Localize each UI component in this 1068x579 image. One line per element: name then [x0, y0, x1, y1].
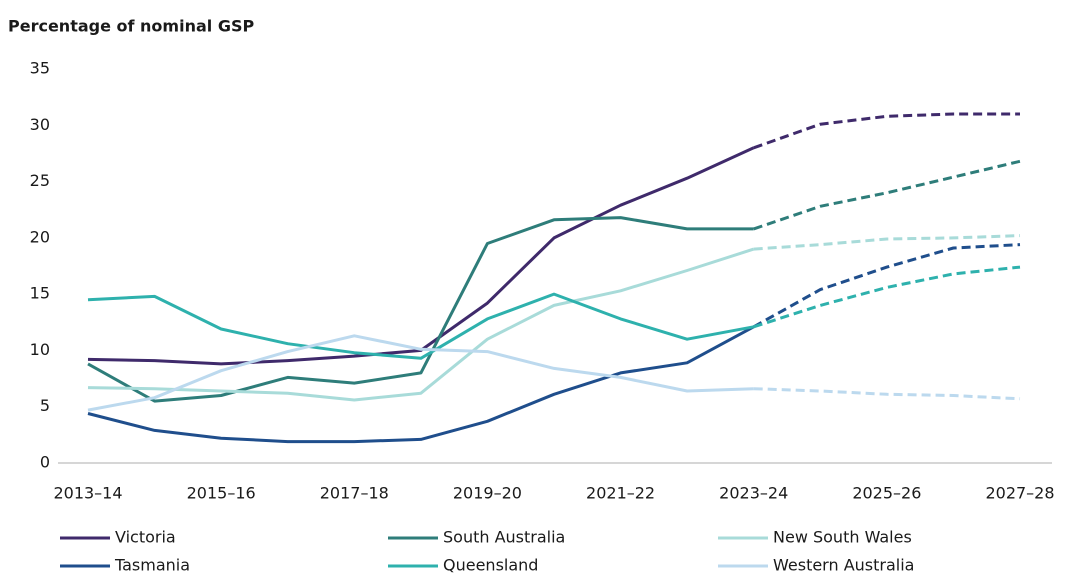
legend-label: Western Australia: [773, 556, 914, 575]
y-tick-label: 5: [40, 396, 50, 415]
forecast-line: [753, 387, 1021, 401]
legend-label: Victoria: [115, 528, 176, 547]
y-tick-label: 15: [30, 284, 50, 303]
legend-label: Tasmania: [114, 556, 190, 575]
y-tick-label: 25: [30, 171, 50, 190]
x-tick-label: 2017–18: [320, 484, 389, 503]
y-tick-label: 0: [40, 453, 50, 472]
y-tick-label: 30: [30, 115, 50, 134]
x-tick-label: 2013–14: [53, 484, 122, 503]
chart-title: Percentage of nominal GSP: [8, 17, 254, 36]
x-tick-label: 2023–24: [719, 484, 788, 503]
series-line: [87, 292, 754, 360]
legend-label: Queensland: [443, 556, 538, 575]
forecast-line: [753, 234, 1021, 251]
x-tick-label: 2015–16: [187, 484, 256, 503]
forecast-line: [753, 265, 1021, 329]
x-tick-label: 2021–22: [586, 484, 655, 503]
series-line: [87, 216, 754, 403]
x-tick-label: 2027–28: [985, 484, 1054, 503]
forecast-line: [753, 112, 1020, 150]
legend-label: New South Wales: [773, 528, 912, 547]
forecast-line: [752, 243, 1021, 329]
forecast-line: [753, 159, 1021, 231]
series-line: [87, 146, 755, 366]
legend-label: South Australia: [443, 528, 565, 547]
y-tick-label: 20: [30, 227, 50, 246]
y-tick-label: 35: [30, 59, 50, 78]
series-line: [87, 334, 754, 412]
series-line: [87, 325, 755, 444]
x-tick-label: 2019–20: [453, 484, 522, 503]
x-tick-label: 2025–26: [852, 484, 921, 503]
series-line: [87, 247, 755, 402]
y-tick-label: 10: [30, 340, 50, 359]
